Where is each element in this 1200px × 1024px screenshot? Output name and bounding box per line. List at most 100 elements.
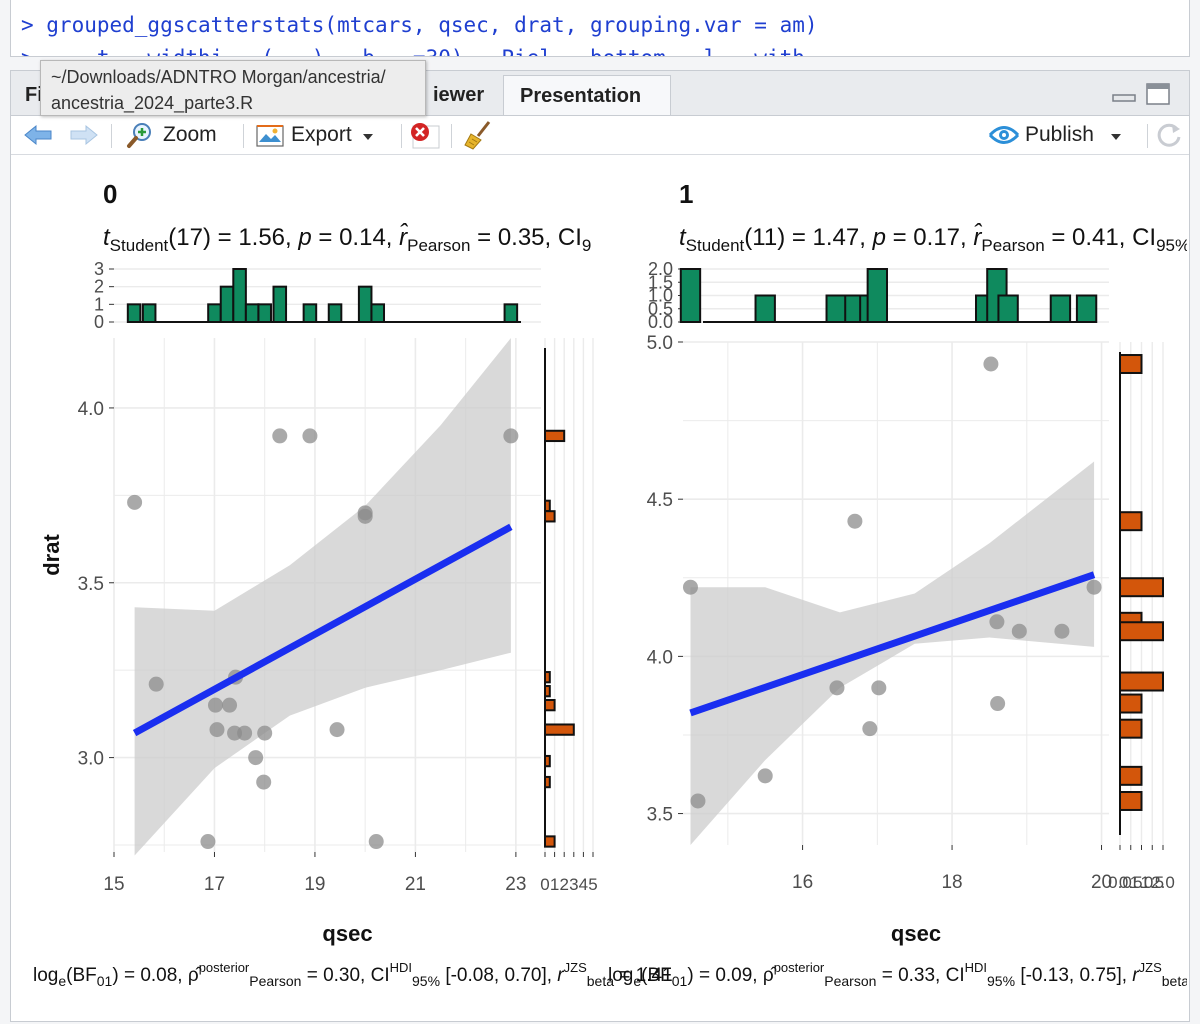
top-hist-tick-label: 1.0 [648,286,673,306]
right-hist-bar [1119,577,1164,598]
y-tick-label: 4.0 [78,399,104,420]
right-hist-bar [1119,791,1143,811]
top-hist-bar [370,303,386,323]
stat-df: (17) [168,224,211,251]
stat-r-symbol: r̂ [973,223,982,251]
top-hist-bar [126,303,142,323]
bayes-caption: loge(BF01) = 0.09, ρ̂posteriorPearson = … [608,960,1187,989]
maximize-icon[interactable] [1145,81,1171,107]
clear-all-button[interactable] [463,116,495,154]
export-button[interactable]: Export [255,116,374,154]
refresh-button[interactable] [1155,116,1185,154]
zoom-label: Zoom [163,123,217,146]
right-hist-bar [544,429,566,443]
right-hist-tick-label: 1.0 [1130,873,1154,892]
data-point [682,579,698,595]
data-point [222,697,238,713]
zoom-button[interactable]: Zoom [125,116,217,154]
stat-p: = 0.14, [312,224,399,251]
publish-button[interactable]: Publish [987,116,1122,154]
top-hist-bar [219,285,235,324]
stat-t-symbol: t [103,224,111,251]
toolbar-divider [1147,124,1148,148]
top-hist-bar [207,303,222,323]
right-hist-bar [544,754,551,768]
data-point [757,768,773,784]
data-point [829,680,845,696]
publish-icon [987,122,1021,148]
right-hist-bar [1119,621,1164,642]
bayes-caption: loge(BF01) = 0.08, ρ̂posteriorPearson = … [33,960,673,989]
stat-p-symbol: p [297,224,311,251]
data-point [368,834,384,850]
right-hist-tick-label: 1 [550,875,559,894]
right-hist-tick-label: 1.5 [1140,873,1164,892]
top-hist-bar [141,303,157,323]
top-hist-bar [754,294,776,323]
remove-plot-button[interactable] [407,116,441,154]
caption-bf-sub: 01 [672,973,688,989]
top-hist-tick-label: 0.5 [648,299,673,319]
data-point [302,428,318,444]
panel-title: 0 [103,179,117,209]
x-tick-label: 16 [792,872,813,893]
tab-presentation[interactable]: Presentation [503,75,671,115]
top-hist-bar [1049,294,1072,323]
y-tick-label: 4.5 [647,490,673,511]
right-hist-bar [1119,718,1143,739]
file-path-tooltip: ~/Downloads/ADNTRO Morgan/ancestria/ anc… [40,60,426,116]
caption-ci-value: [-0.08, 0.70], [440,965,557,986]
stat-t: = 1.56, [211,224,298,251]
viewer-toolbar: Zoom Export Publis [11,116,1189,155]
tab-files[interactable]: Fi [25,84,43,106]
right-hist-bar [544,775,551,789]
minimize-icon[interactable] [1111,85,1137,105]
top-hist-tick-label: 1.5 [648,272,673,292]
right-hist-bar [1119,354,1143,374]
top-hist-bar [679,268,702,323]
right-hist-tick-label: 5 [588,875,597,894]
caption-r: r [1132,965,1139,986]
top-hist-bar [357,285,373,324]
y-tick-label: 5.0 [647,333,673,354]
top-hist-bar [825,294,847,323]
refresh-icon [1155,120,1185,150]
console-pane[interactable]: > grouped_ggscatterstats(mtcars, qsec, d… [10,0,1190,57]
data-point [200,834,216,850]
confidence-ribbon [134,338,511,856]
top-hist-bar [272,285,288,324]
caption-bf: (BF [641,965,672,986]
stat-p-symbol: p [872,224,886,251]
data-point [503,428,519,444]
regression-line [132,523,513,737]
top-hist-tick-label: 0.0 [648,312,673,332]
top-hist-bar [302,303,318,323]
stat-df: (11) [744,224,785,251]
x-axis-label: qsec [322,921,372,946]
publish-label: Publish [1025,123,1094,146]
caption-rho-sub: Pearson [249,973,301,989]
stat-r: = 0.41, CI [1045,224,1156,251]
y-tick-label: 4.0 [647,647,673,668]
regression-line [689,571,1096,717]
x-tick-label: 17 [204,874,225,895]
caption-bf: (BF [66,965,97,986]
tab-viewer[interactable]: iewer [433,84,485,106]
top-hist-tick-label: 0 [94,312,104,332]
x-tick-label: 15 [103,874,124,895]
back-arrow-icon[interactable] [21,116,55,154]
caption-ci-value: [-0.13, 0.75], [1015,965,1132,986]
caption-bf-sub: 01 [97,973,113,989]
tooltip-line-1: ~/Downloads/ADNTRO Morgan/ancestria/ [51,67,386,87]
caption-ci-sub: 95% [412,973,440,989]
data-point [272,428,288,444]
x-tick-label: 18 [941,872,962,893]
top-hist-bar [232,268,247,323]
top-hist-tick-label: 2.0 [648,259,673,279]
chevron-down-icon [362,123,374,147]
caption-ci-sup: HDI [965,960,987,975]
right-hist-bar [544,685,551,698]
forward-arrow-icon[interactable] [67,116,101,154]
data-point [1011,623,1027,639]
